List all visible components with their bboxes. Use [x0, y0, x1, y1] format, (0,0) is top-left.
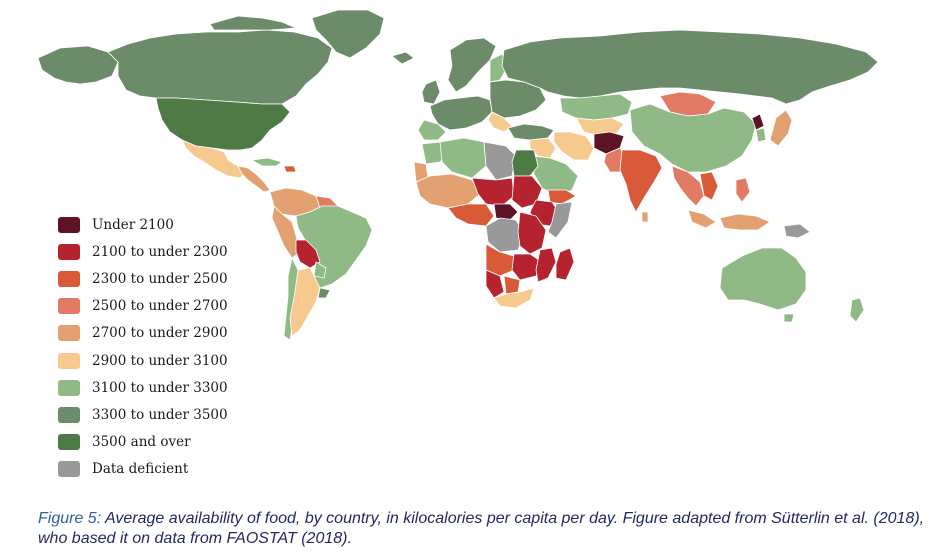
world-map: Under 2100 2100 to under 2300 2300 to un…: [37, 9, 879, 483]
legend-swatch: [58, 325, 80, 342]
region-greenland: [311, 9, 385, 59]
caption-label: Figure 5:: [38, 510, 102, 527]
legend-label: 3300 to under 3500: [92, 406, 228, 423]
legend-item: 2700 to under 2900: [58, 320, 248, 347]
region-indonesia-west: [687, 209, 717, 229]
region-usa: [155, 97, 291, 151]
region-uruguay: [317, 287, 331, 299]
region-ecuador-peru: [271, 205, 301, 259]
caption-text: Average availability of food, by country…: [38, 510, 925, 547]
region-niger-chad: [471, 177, 515, 207]
legend-label: 2100 to under 2300: [92, 243, 228, 260]
legend-item: Under 2100: [58, 211, 248, 238]
legend-swatch: [58, 270, 80, 287]
choropleth-map: [37, 9, 879, 341]
legend-swatch: [58, 434, 80, 451]
region-madagascar: [555, 247, 575, 281]
map-legend: Under 2100 2100 to under 2300 2300 to un…: [58, 211, 248, 483]
region-australia: [719, 247, 807, 311]
legend-swatch: [58, 216, 80, 233]
region-sri-lanka: [641, 211, 649, 223]
region-arctic-islands: [209, 15, 297, 31]
region-south-korea: [755, 127, 767, 143]
region-haiti: [283, 165, 297, 173]
region-alaska: [37, 45, 119, 85]
region-saudi-arabia: [531, 155, 579, 197]
legend-label: 2500 to under 2700: [92, 298, 228, 315]
region-iceland: [391, 51, 415, 65]
region-zambia-zimbabwe: [511, 253, 543, 281]
region-philippines: [735, 177, 751, 203]
legend-swatch: [58, 406, 80, 423]
region-cuba: [251, 157, 283, 167]
legend-label: 3100 to under 3300: [92, 379, 228, 396]
legend-item: 2500 to under 2700: [58, 293, 248, 320]
region-russia: [501, 29, 879, 105]
region-west-africa: [415, 173, 481, 209]
region-southeast-asia: [671, 165, 705, 207]
region-gulf-guinea: [447, 203, 495, 227]
region-china: [629, 103, 757, 173]
region-kazakhstan: [559, 93, 633, 121]
region-scandinavia: [447, 37, 497, 93]
legend-item: 2300 to under 2500: [58, 265, 248, 292]
region-uk-ireland: [421, 79, 441, 105]
region-argentina: [289, 267, 321, 337]
region-central-america: [237, 165, 271, 193]
legend-label: 3500 and over: [92, 434, 191, 451]
legend-swatch: [58, 352, 80, 369]
region-iberia: [417, 119, 447, 141]
region-car: [493, 203, 519, 221]
legend-label: 2300 to under 2500: [92, 270, 228, 287]
region-balkans: [487, 111, 513, 133]
region-iran: [553, 131, 595, 161]
region-india: [619, 149, 663, 213]
legend-item: 2900 to under 3100: [58, 347, 248, 374]
legend-swatch: [58, 243, 80, 260]
region-canada: [107, 29, 333, 105]
legend-item: 3500 and over: [58, 429, 248, 456]
region-western-europe: [429, 95, 493, 131]
legend-item: 2100 to under 2300: [58, 238, 248, 265]
region-bolivia: [295, 239, 321, 269]
region-south-africa: [493, 287, 535, 309]
region-central-asia: [575, 117, 625, 137]
legend-item: Data deficient: [58, 456, 248, 483]
legend-swatch: [58, 379, 80, 396]
legend-label: 2700 to under 2900: [92, 325, 228, 342]
legend-swatch: [58, 461, 80, 478]
region-yemen: [547, 189, 577, 205]
region-papua: [783, 223, 811, 239]
legend-label: Under 2100: [92, 216, 174, 233]
region-algeria: [439, 137, 487, 179]
region-new-zealand: [849, 297, 865, 323]
legend-label: 2900 to under 3100: [92, 352, 228, 369]
region-indonesia-east: [719, 213, 771, 231]
legend-label: Data deficient: [92, 461, 189, 478]
region-vietnam-laos: [699, 171, 719, 201]
region-libya: [483, 141, 517, 181]
region-botswana: [503, 275, 521, 295]
legend-swatch: [58, 298, 80, 315]
region-north-korea: [751, 113, 765, 131]
figure-caption: Figure 5: Average availability of food, …: [38, 509, 928, 549]
region-east-africa: [517, 211, 547, 255]
region-paraguay: [313, 261, 327, 279]
region-namibia: [485, 269, 505, 299]
legend-item: 3300 to under 3500: [58, 401, 248, 428]
region-japan: [769, 109, 793, 147]
region-turkey: [507, 123, 555, 141]
region-tasmania: [783, 313, 795, 323]
region-eastern-europe: [489, 79, 547, 119]
legend-item: 3100 to under 3300: [58, 374, 248, 401]
region-somalia: [547, 201, 573, 239]
region-mozambique: [535, 247, 557, 283]
